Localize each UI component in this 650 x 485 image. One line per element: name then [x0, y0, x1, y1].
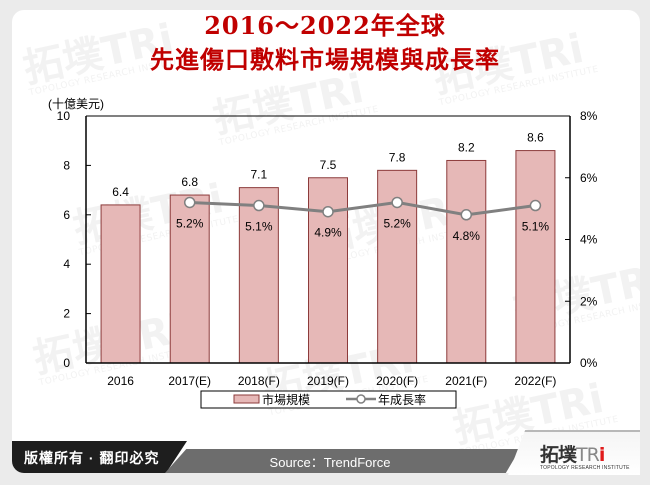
legend-label-market-size: 市場規模: [262, 392, 310, 407]
line-marker: [391, 196, 403, 209]
bar-value-label: 8.2: [458, 140, 475, 154]
bar-series: 6.4 6.8 7.1 7.5 7.8 8.2 8.6: [100, 131, 556, 364]
tri-logo: 拓墣TRi TOPOLOGY RESEARCH INSTITUTE: [540, 440, 640, 471]
growth-value-label: 5.1%: [522, 220, 550, 234]
y2-tick-label: 0%: [580, 356, 598, 370]
bar: [169, 194, 210, 364]
x-tick-label: 2016: [107, 374, 134, 388]
growth-value-label: 4.8%: [453, 229, 481, 243]
growth-value-label: 4.9%: [314, 226, 342, 240]
y-tick-label: 8: [63, 158, 70, 172]
legend: 市場規模 年成長率: [200, 390, 457, 409]
y-tick-label: 4: [63, 257, 70, 271]
line-marker: [529, 199, 542, 212]
bar: [100, 204, 141, 364]
legend-box: [200, 390, 457, 409]
x-tick-label: 2020(F): [376, 374, 418, 388]
x-tick-label: 2021(F): [445, 374, 487, 388]
bar: [515, 150, 556, 364]
x-tick-label: 2022(F): [514, 374, 556, 388]
bar-value-label: 8.6: [527, 131, 544, 145]
chart-title-line1: 2016～2022年全球: [204, 11, 446, 40]
y-tick-label: 6: [63, 208, 70, 222]
logo-subtitle: TOPOLOGY RESEARCH INSTITUTE: [540, 465, 630, 471]
y-tick-label: 10: [57, 109, 71, 123]
x-tick-label: 2018(F): [238, 374, 280, 388]
x-tick-label: 2019(F): [307, 374, 349, 388]
y2-tick-label: 6%: [580, 171, 598, 185]
line-marker: [460, 209, 473, 221]
growth-value-label: 5.2%: [176, 216, 204, 230]
chart-title-line2: 先進傷口敷料市場規模與成長率: [150, 45, 500, 74]
line-marker: [322, 205, 334, 218]
bar-value-label: 7.5: [320, 158, 337, 172]
y2-tick-label: 8%: [580, 109, 598, 123]
copyright-banner: 版權所有 · 翻印必究: [12, 441, 187, 473]
y-tick-label: 2: [63, 307, 70, 321]
legend-bar-swatch: [233, 394, 260, 404]
bar-value-label: 7.8: [389, 150, 406, 164]
bar: [308, 177, 348, 364]
y2-tick-label: 4%: [580, 233, 598, 247]
y2-tick-label: 2%: [580, 294, 598, 308]
bar: [446, 159, 487, 364]
logo-chinese: 拓墣: [540, 444, 577, 466]
logo-panel: [508, 430, 640, 475]
legend-label-growth-rate: 年成長率: [378, 392, 426, 407]
logo-tri: TR: [576, 444, 600, 466]
growth-value-label: 5.1%: [245, 220, 273, 234]
bar: [238, 187, 279, 364]
line-marker: [183, 196, 196, 209]
growth-value-label: 5.2%: [383, 216, 411, 230]
axes: 2016 2017(E) 2018(F) 2019(F) 2020(F) 2021(F) 2…: [57, 109, 598, 388]
bar-value-label: 7.1: [251, 168, 268, 182]
logo-i: i: [598, 444, 605, 466]
legend-marker-icon: [356, 394, 366, 404]
source-banner: [165, 449, 520, 473]
y-axis-label: (十億美元): [48, 97, 104, 111]
bar-value-label: 6.8: [181, 175, 198, 189]
growth-line: [189, 200, 536, 217]
x-tick-label: 2017(E): [168, 374, 211, 388]
source-text: Source：TrendForce: [269, 455, 391, 470]
y-tick-label: 0: [63, 356, 70, 370]
copyright-text: 版權所有 · 翻印必究: [24, 450, 160, 466]
bar-value-label: 6.4: [112, 185, 129, 199]
line-series: 5.2% 5.1% 4.9% 5.2% 4.8% 5.1%: [176, 196, 550, 243]
line-marker: [253, 199, 265, 212]
